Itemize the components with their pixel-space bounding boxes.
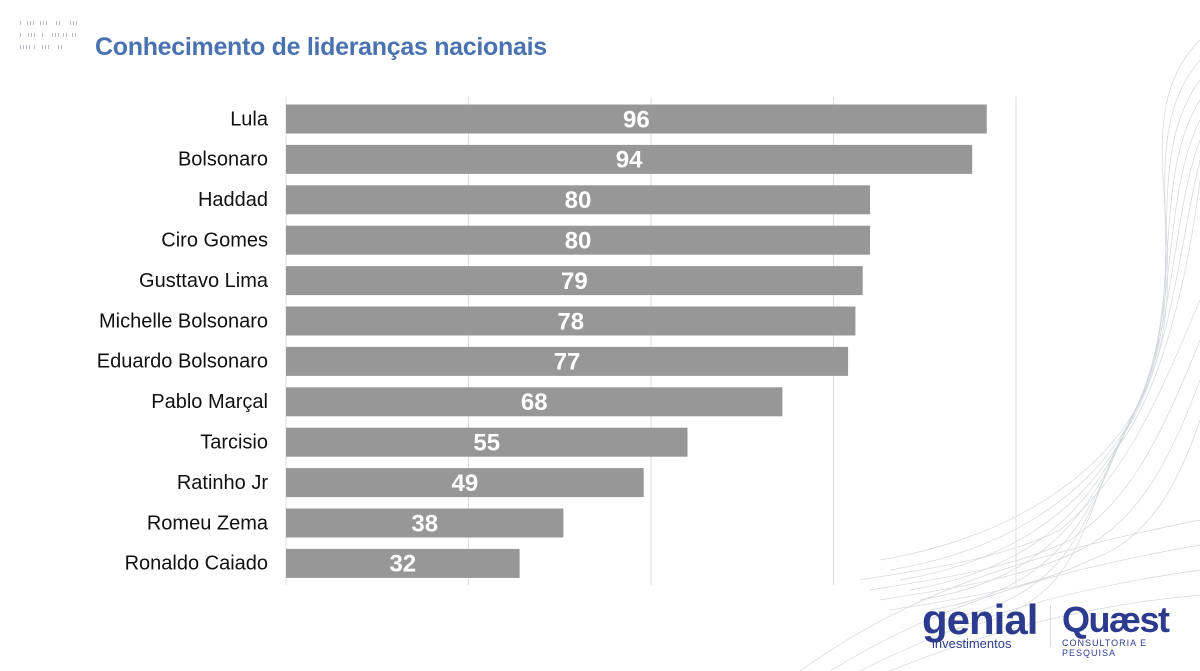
chart-gridlines: [285, 97, 1017, 585]
chart-bars: [286, 104, 987, 578]
data-label: 96: [623, 106, 650, 133]
bar: [286, 468, 644, 498]
bar: [286, 427, 688, 457]
category-label: Bolsonaro: [178, 149, 268, 171]
data-label: 79: [561, 268, 588, 295]
genial-logo: genial investimentos: [922, 596, 1038, 652]
category-label: Ciro Gomes: [161, 229, 268, 251]
bar: [286, 185, 870, 215]
bar: [286, 266, 863, 296]
chart-category-labels: Lula Bolsonaro Haddad Ciro Gomes Gusttavo Li…: [97, 108, 269, 574]
barcode-decoration-icon: [20, 21, 77, 49]
category-label: Ronaldo Caiado: [125, 553, 268, 575]
quaest-logo-wordmark: Quæst: [1062, 599, 1170, 640]
data-label: 38: [411, 510, 438, 537]
category-label: Romeu Zema: [147, 512, 269, 534]
bar: [286, 387, 783, 417]
data-label: 32: [389, 551, 416, 578]
bar: [286, 104, 987, 134]
data-label: 49: [451, 470, 478, 497]
category-label: Eduardo Bolsonaro: [97, 351, 268, 373]
bar: [286, 508, 564, 538]
page-title: Conhecimento de lideranças nacionais: [95, 33, 547, 61]
category-label: Gusttavo Lima: [139, 270, 269, 292]
category-label: Ratinho Jr: [177, 472, 268, 494]
bar: [286, 306, 856, 336]
quaest-logo-subtitle: CONSULTORIA E PESQUISA: [1062, 638, 1148, 658]
genial-logo-wordmark: genial: [922, 596, 1038, 643]
bar: [286, 346, 849, 376]
category-label: Haddad: [198, 189, 268, 211]
quaest-logo: Quæst CONSULTORIA E PESQUISA: [1062, 599, 1200, 659]
bar: [286, 225, 870, 255]
genial-logo-subtitle: investimentos: [932, 636, 1012, 651]
data-label: 55: [473, 430, 500, 457]
data-label: 77: [554, 349, 581, 376]
bar: [286, 548, 520, 578]
logo-separator: [1050, 605, 1051, 647]
category-label: Tarcisio: [200, 431, 268, 453]
data-label: 94: [616, 147, 643, 174]
category-label: Pablo Marçal: [151, 391, 268, 413]
category-label: Lula: [230, 108, 269, 130]
data-label: 78: [557, 308, 584, 335]
category-label: Michelle Bolsonaro: [99, 310, 268, 332]
bar: [286, 144, 973, 174]
data-label: 68: [521, 389, 548, 416]
data-label: 80: [565, 228, 592, 255]
data-label: 80: [565, 187, 592, 214]
